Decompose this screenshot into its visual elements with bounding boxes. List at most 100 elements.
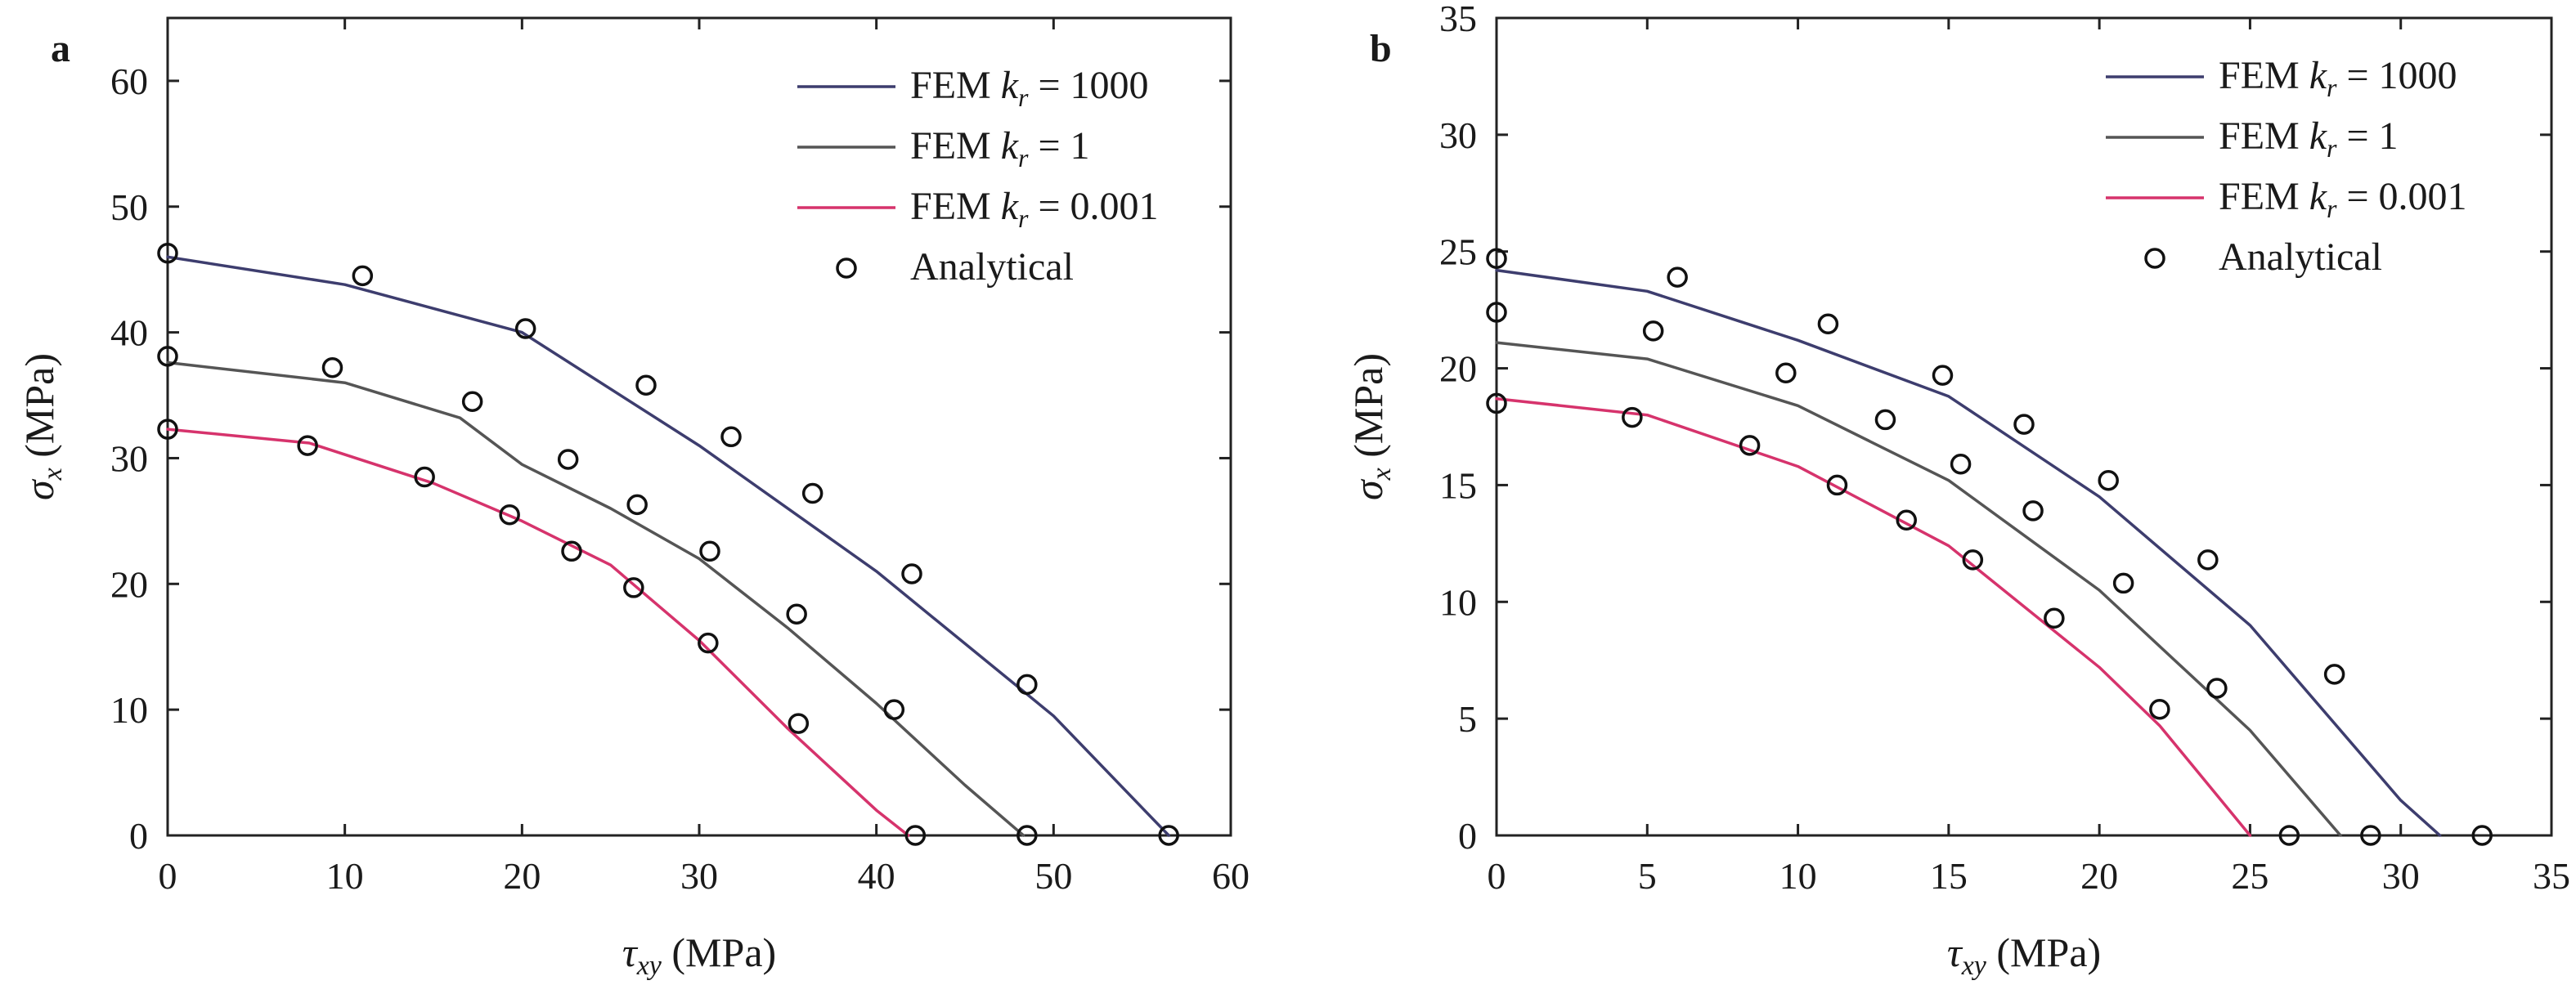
panel-a-analytical-point bbox=[904, 825, 927, 846]
panel-a-legend-marker bbox=[836, 257, 857, 279]
panel-b-label: b bbox=[1370, 27, 1392, 70]
panel-b-series-line bbox=[1495, 396, 2252, 837]
panel-a-analytical-point bbox=[623, 577, 644, 598]
panel-a-legend-label: FEM kr = 1 bbox=[910, 124, 1090, 172]
panel-a-y-tick-label: 20 bbox=[110, 563, 148, 605]
panel-b-legend-label: FEM kr = 1 bbox=[2219, 114, 2399, 163]
panel-a-y-tick-label: 50 bbox=[110, 186, 148, 228]
panel-a-analytical-point bbox=[321, 356, 343, 378]
panel-a-x-tick-label: 40 bbox=[858, 855, 895, 897]
panel-b-y-axis-label: σx (MPa) bbox=[1345, 353, 1397, 500]
panel-b-analytical-point bbox=[1817, 313, 1839, 335]
panel-a-analytical-point bbox=[698, 632, 719, 654]
panel-b-analytical-point bbox=[1932, 365, 1954, 386]
panel-b-analytical-point bbox=[2206, 678, 2228, 699]
panel-b-x-tick-label: 0 bbox=[1488, 855, 1506, 897]
panel-a-analytical-point bbox=[297, 435, 318, 456]
panel-a-series-line bbox=[166, 360, 1025, 837]
panel-a-analytical-point bbox=[514, 318, 536, 339]
panel-a-legend-label: Analytical bbox=[910, 245, 1074, 289]
panel-a-analytical-point bbox=[157, 242, 178, 264]
panel-a-x-tick-label: 20 bbox=[503, 855, 541, 897]
panel-a-analytical-point bbox=[352, 265, 374, 287]
panel-a-legend-label: FEM kr = 0.001 bbox=[910, 185, 1159, 233]
panel-a-analytical-point bbox=[720, 426, 742, 448]
panel-b-series-line bbox=[1495, 268, 2442, 837]
panel-a-series-line bbox=[166, 428, 910, 837]
panel-a-analytical-point bbox=[635, 374, 657, 396]
panel-b-analytical-point bbox=[1642, 320, 1664, 342]
panel-b-y-tick-label: 20 bbox=[1439, 348, 1477, 390]
panel-b-legend-marker bbox=[2144, 248, 2165, 269]
panel-a-x-tick-label: 30 bbox=[680, 855, 718, 897]
panel-a-y-axis-label: σx (MPa) bbox=[16, 353, 68, 500]
panel-b-legend-label: Analytical bbox=[2219, 235, 2382, 279]
panel-a-analytical-point bbox=[626, 494, 648, 516]
panel-a-legend-label: FEM kr = 1000 bbox=[910, 64, 1149, 112]
panel-b-analytical-point bbox=[2360, 825, 2381, 846]
panel-b-x-tick-label: 30 bbox=[2382, 855, 2420, 897]
panel-a-analytical-point bbox=[786, 603, 807, 625]
panel-a-analytical-point bbox=[557, 449, 579, 470]
panel-b-analytical-point bbox=[2013, 414, 2035, 435]
panel-b-analytical-point bbox=[2149, 698, 2170, 720]
panel-a-analytical-point bbox=[788, 713, 810, 734]
panel-a-label: a bbox=[51, 27, 70, 70]
panel-a-x-axis-label: τxy (MPa) bbox=[622, 929, 776, 981]
panel-a-x-tick-label: 0 bbox=[159, 855, 177, 897]
panel-a-y-tick-label: 0 bbox=[129, 815, 148, 857]
panel-b-plot-frame bbox=[1495, 16, 2553, 837]
panel-b-y-tick-label: 5 bbox=[1458, 698, 1477, 740]
panel-b: 0 5 10 15 20 25 30 35 0 5 10 15 20 25 30 35 τxy (MPa) σx … bbox=[1345, 0, 2570, 981]
panel-b-analytical-point bbox=[1826, 474, 1848, 496]
panel-a-x-tick-label: 10 bbox=[326, 855, 364, 897]
panel-a: 0 10 20 30 40 50 60 0 10 20 30 40 50 60 τxy (MPa) σx (M… bbox=[16, 16, 1250, 981]
panel-b-analytical-point bbox=[1874, 409, 1896, 431]
panel-a-y-tick-label: 30 bbox=[110, 437, 148, 479]
panel-a-y-tick-label: 40 bbox=[110, 312, 148, 354]
panel-b-x-tick-label: 25 bbox=[2231, 855, 2269, 897]
panel-a-x-tick-label: 60 bbox=[1212, 855, 1250, 897]
panel-b-series-line bbox=[1495, 341, 2342, 837]
panel-a-series-line bbox=[166, 255, 1170, 837]
panel-b-x-tick-label: 10 bbox=[1779, 855, 1817, 897]
panel-b-analytical-point bbox=[1622, 406, 1643, 428]
panel-a-analytical-point bbox=[1158, 825, 1179, 846]
panel-b-analytical-point bbox=[2098, 469, 2119, 491]
panel-b-analytical-point bbox=[2323, 664, 2345, 685]
panel-a-analytical-point bbox=[883, 699, 905, 720]
panel-b-y-tick-label: 25 bbox=[1439, 231, 1477, 273]
panel-a-analytical-point bbox=[699, 540, 720, 562]
panel-b-analytical-point bbox=[2278, 825, 2300, 846]
panel-b-y-tick-label: 0 bbox=[1458, 815, 1477, 857]
panel-b-analytical-point bbox=[2471, 825, 2493, 846]
panel-b-analytical-point bbox=[1775, 362, 1797, 384]
panel-b-analytical-point bbox=[1486, 302, 1507, 323]
panel-b-analytical-point bbox=[1950, 453, 1972, 475]
panel-b-y-tick-label: 30 bbox=[1439, 114, 1477, 156]
panel-b-x-axis-label: τxy (MPa) bbox=[1947, 929, 2101, 981]
panel-a-analytical-point bbox=[1016, 825, 1038, 846]
panel-b-legend-label: FEM kr = 0.001 bbox=[2219, 175, 2467, 223]
panel-a-analytical-point bbox=[414, 466, 435, 488]
panel-a-analytical-point bbox=[499, 504, 520, 526]
panel-b-analytical-point bbox=[1486, 392, 1507, 414]
panel-b-analytical-point bbox=[1962, 549, 1984, 571]
panel-b-x-tick-label: 35 bbox=[2533, 855, 2570, 897]
panel-b-y-tick-label: 10 bbox=[1439, 581, 1477, 623]
panel-b-legend-label: FEM kr = 1000 bbox=[2219, 54, 2457, 102]
panel-b-x-tick-label: 5 bbox=[1638, 855, 1657, 897]
panel-b-analytical-point bbox=[2022, 500, 2044, 522]
panel-b-y-tick-label: 15 bbox=[1439, 464, 1477, 506]
panel-b-x-tick-label: 15 bbox=[1930, 855, 1968, 897]
panel-b-x-tick-label: 20 bbox=[2080, 855, 2118, 897]
panel-a-analytical-point bbox=[1016, 674, 1038, 696]
panel-b-analytical-point bbox=[1739, 435, 1761, 456]
panel-a-analytical-point bbox=[461, 391, 483, 412]
panel-a-analytical-point bbox=[801, 482, 824, 504]
panel-b-analytical-point bbox=[2044, 607, 2065, 629]
panel-a-y-tick-label: 60 bbox=[110, 60, 148, 102]
panel-a-analytical-point bbox=[157, 346, 178, 367]
panel-a-y-tick-label: 10 bbox=[110, 689, 148, 731]
